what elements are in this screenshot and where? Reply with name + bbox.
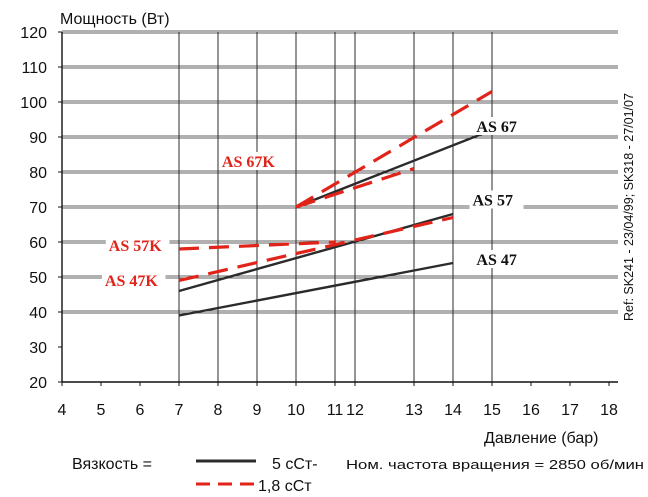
x-tick-label: 13 [405,402,423,419]
x-tick-labels: 4 5 6 7 8 9 10 11 12 13 14 15 16 17 18 [58,402,618,419]
series-labels: AS 67 AS 57 AS 47 AS 67K AS 57K AS 47K [101,117,528,290]
y-tick-label: 120 [20,25,47,42]
y-axis-label: Мощность (Вт) [60,11,170,28]
series-label-as-47: AS 47 [476,252,516,269]
x-tick-label: 14 [444,402,462,419]
series-label-as-47k: AS 47K [105,273,158,290]
series-label-backdrop [469,190,524,209]
series-line-as-57 [178,212,454,293]
y-tick-label: 50 [29,270,47,287]
y-tick-label: 60 [29,235,47,252]
x-tick-label: 12 [346,402,364,419]
series-label-backdrop [218,152,283,170]
series-line-as-47 [178,261,454,317]
series-label-backdrop [473,117,528,135]
y-tick-label: 30 [29,340,47,357]
x-tick-label: 4 [58,402,67,419]
series-line-as-47k [178,215,454,283]
series-line-as-67k [295,90,493,209]
series-line-as-67 [295,128,493,209]
legend-solid-label: 5 cСт- [272,456,318,473]
x-axis-label: Давление (бар) [484,430,598,447]
series-label-as-67k: AS 67K [222,154,275,171]
axes [58,31,618,386]
y-tick-label: 110 [21,60,47,77]
legend-viscosity-label: Вязкость = [72,456,152,473]
x-tick-label: 15 [483,402,501,419]
series-label-backdrop [101,271,166,289]
y-tick-label: 20 [29,375,47,392]
y-tick-label: 70 [29,200,47,217]
y-tick-label: 90 [29,130,47,147]
x-tick-label: 6 [136,402,145,419]
legend: Вязкость = 5 cСт- Ном. частота вращения … [72,456,644,495]
reference-note: Ref: SK241 - 23/04/99; SK318 - 27/01/07 [622,93,636,321]
y-tick-labels: 20 30 40 50 60 70 80 90 100 110 120 [20,25,47,392]
series-label-backdrop [473,250,528,268]
series-line-as-67k [295,166,415,209]
series-label-as-57k: AS 57K [109,238,162,255]
series-line-as-57k [178,240,336,251]
x-tick-label: 18 [600,402,618,419]
y-tick-label: 40 [29,305,47,322]
series-label-backdrop [105,236,170,254]
grid [62,30,618,382]
series-label-as-67: AS 67 [476,119,516,136]
legend-dashed-label: 1,8 cСт [258,478,312,495]
x-tick-label: 5 [97,402,106,419]
x-tick-label: 10 [287,402,305,419]
y-tick-label: 100 [20,95,47,112]
x-tick-label: 9 [253,402,262,419]
legend-speed-note: Ном. частота вращения = 2850 об/мин [346,458,644,472]
y-tick-label: 80 [29,165,47,182]
x-tick-label: 7 [175,402,184,419]
x-tick-label: 11 [327,402,344,419]
x-tick-label: 16 [522,402,540,419]
x-tick-label: 17 [561,402,579,419]
series-label-as-57: AS 57 [473,193,513,210]
x-tick-label: 8 [214,402,223,419]
series-lines [178,90,493,317]
